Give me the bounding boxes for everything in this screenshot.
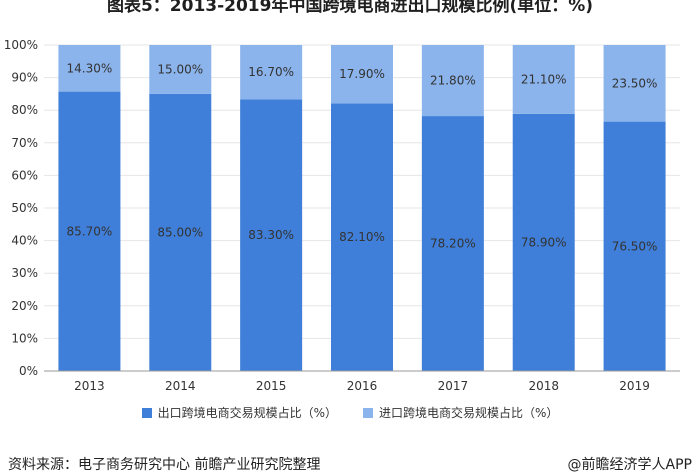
bar-import — [149, 45, 212, 94]
x-tick-label: 2015 — [256, 379, 287, 393]
bar-export — [421, 116, 484, 372]
x-tick-label: 2013 — [74, 379, 105, 393]
bar-import — [512, 45, 575, 114]
data-label-import: 17.90% — [339, 67, 385, 81]
data-label-export: 82.10% — [339, 230, 385, 244]
bar-export — [603, 121, 666, 371]
brand-tag: @前瞻经济学人APP — [567, 457, 692, 473]
bar-import — [58, 45, 121, 92]
y-tick-label: 80% — [11, 103, 38, 117]
data-label-export: 83.30% — [248, 228, 294, 242]
x-tick-label: 2018 — [528, 379, 559, 393]
bar-export — [149, 93, 212, 372]
bar-import — [331, 45, 393, 104]
bar-export — [58, 91, 121, 372]
footer: 资料来源：电子商务研究中心 前瞻产业研究院整理 @前瞻经济学人APP — [8, 454, 692, 474]
x-tick-label: 2017 — [438, 379, 469, 393]
chart-legend: 出口跨境电商交易规模占比（%） 进口跨境电商交易规模占比（%） — [0, 404, 700, 421]
stacked-bar-chart: 0% 10% 20% 30% 40% 50% 60% 70% 80% 90% 100% 85.70% 1… — [4, 38, 680, 393]
bar-import — [421, 45, 484, 117]
y-tick-label: 30% — [11, 266, 38, 280]
bar-import — [603, 45, 666, 122]
y-tick-label: 70% — [11, 136, 38, 150]
legend-swatch-import — [363, 407, 373, 418]
chart-title: 图表5：2013-2019年中国跨境电商进出口规模比例(单位：%) — [106, 0, 594, 16]
legend-item-export: 出口跨境电商交易规模占比（%） — [141, 404, 337, 421]
data-label-import: 14.30% — [67, 61, 113, 75]
y-tick-label: 0% — [19, 364, 38, 378]
y-tick-label: 10% — [11, 331, 38, 345]
source-note: 资料来源：电子商务研究中心 前瞻产业研究院整理 — [8, 457, 321, 473]
x-tick-label: 2016 — [347, 379, 378, 393]
y-tick-label: 20% — [11, 299, 38, 313]
data-label-export: 85.70% — [67, 224, 113, 238]
legend-swatch-export — [141, 407, 152, 418]
data-label-export: 76.50% — [612, 239, 658, 253]
y-tick-label: 90% — [11, 71, 38, 85]
data-label-export: 78.90% — [521, 235, 567, 249]
data-label-import: 15.00% — [157, 62, 203, 76]
data-label-export: 78.20% — [430, 237, 476, 251]
data-label-import: 23.50% — [612, 76, 658, 90]
data-label-import: 21.10% — [521, 72, 567, 86]
y-tick-label: 60% — [11, 168, 38, 182]
legend-item-import: 进口跨境电商交易规模占比（%） — [363, 404, 558, 421]
y-tick-label: 40% — [11, 234, 38, 248]
y-tick-label: 100% — [4, 38, 38, 52]
x-tick-label: 2019 — [619, 379, 650, 393]
bar-export — [240, 99, 303, 371]
x-tick-label: 2014 — [165, 379, 196, 393]
legend-label-export: 出口跨境电商交易规模占比（%） — [157, 406, 337, 420]
legend-label-import: 进口跨境电商交易规模占比（%） — [379, 406, 559, 420]
bar-export — [331, 103, 393, 371]
data-label-import: 21.80% — [430, 74, 476, 88]
data-label-import: 16.70% — [248, 65, 294, 79]
data-label-export: 85.00% — [157, 225, 203, 239]
y-tick-label: 50% — [11, 201, 38, 215]
bar-import — [240, 45, 303, 100]
bar-export — [512, 113, 575, 371]
